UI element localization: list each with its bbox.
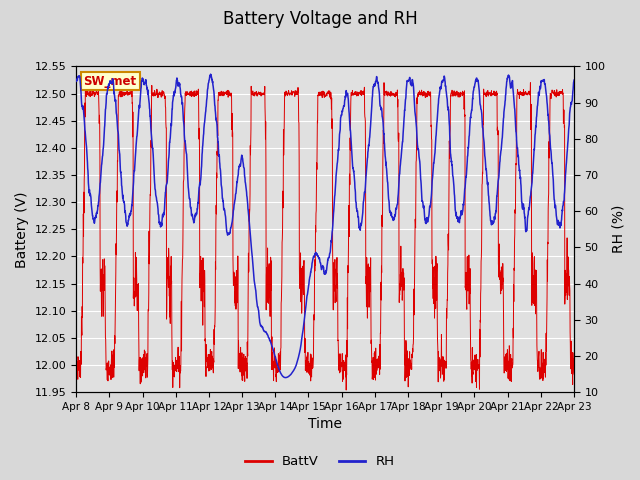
- X-axis label: Time: Time: [308, 418, 342, 432]
- Text: Battery Voltage and RH: Battery Voltage and RH: [223, 10, 417, 28]
- Legend: BattV, RH: BattV, RH: [240, 450, 400, 473]
- Y-axis label: Battery (V): Battery (V): [15, 191, 29, 267]
- Text: SW_met: SW_met: [84, 74, 137, 87]
- Y-axis label: RH (%): RH (%): [611, 205, 625, 253]
